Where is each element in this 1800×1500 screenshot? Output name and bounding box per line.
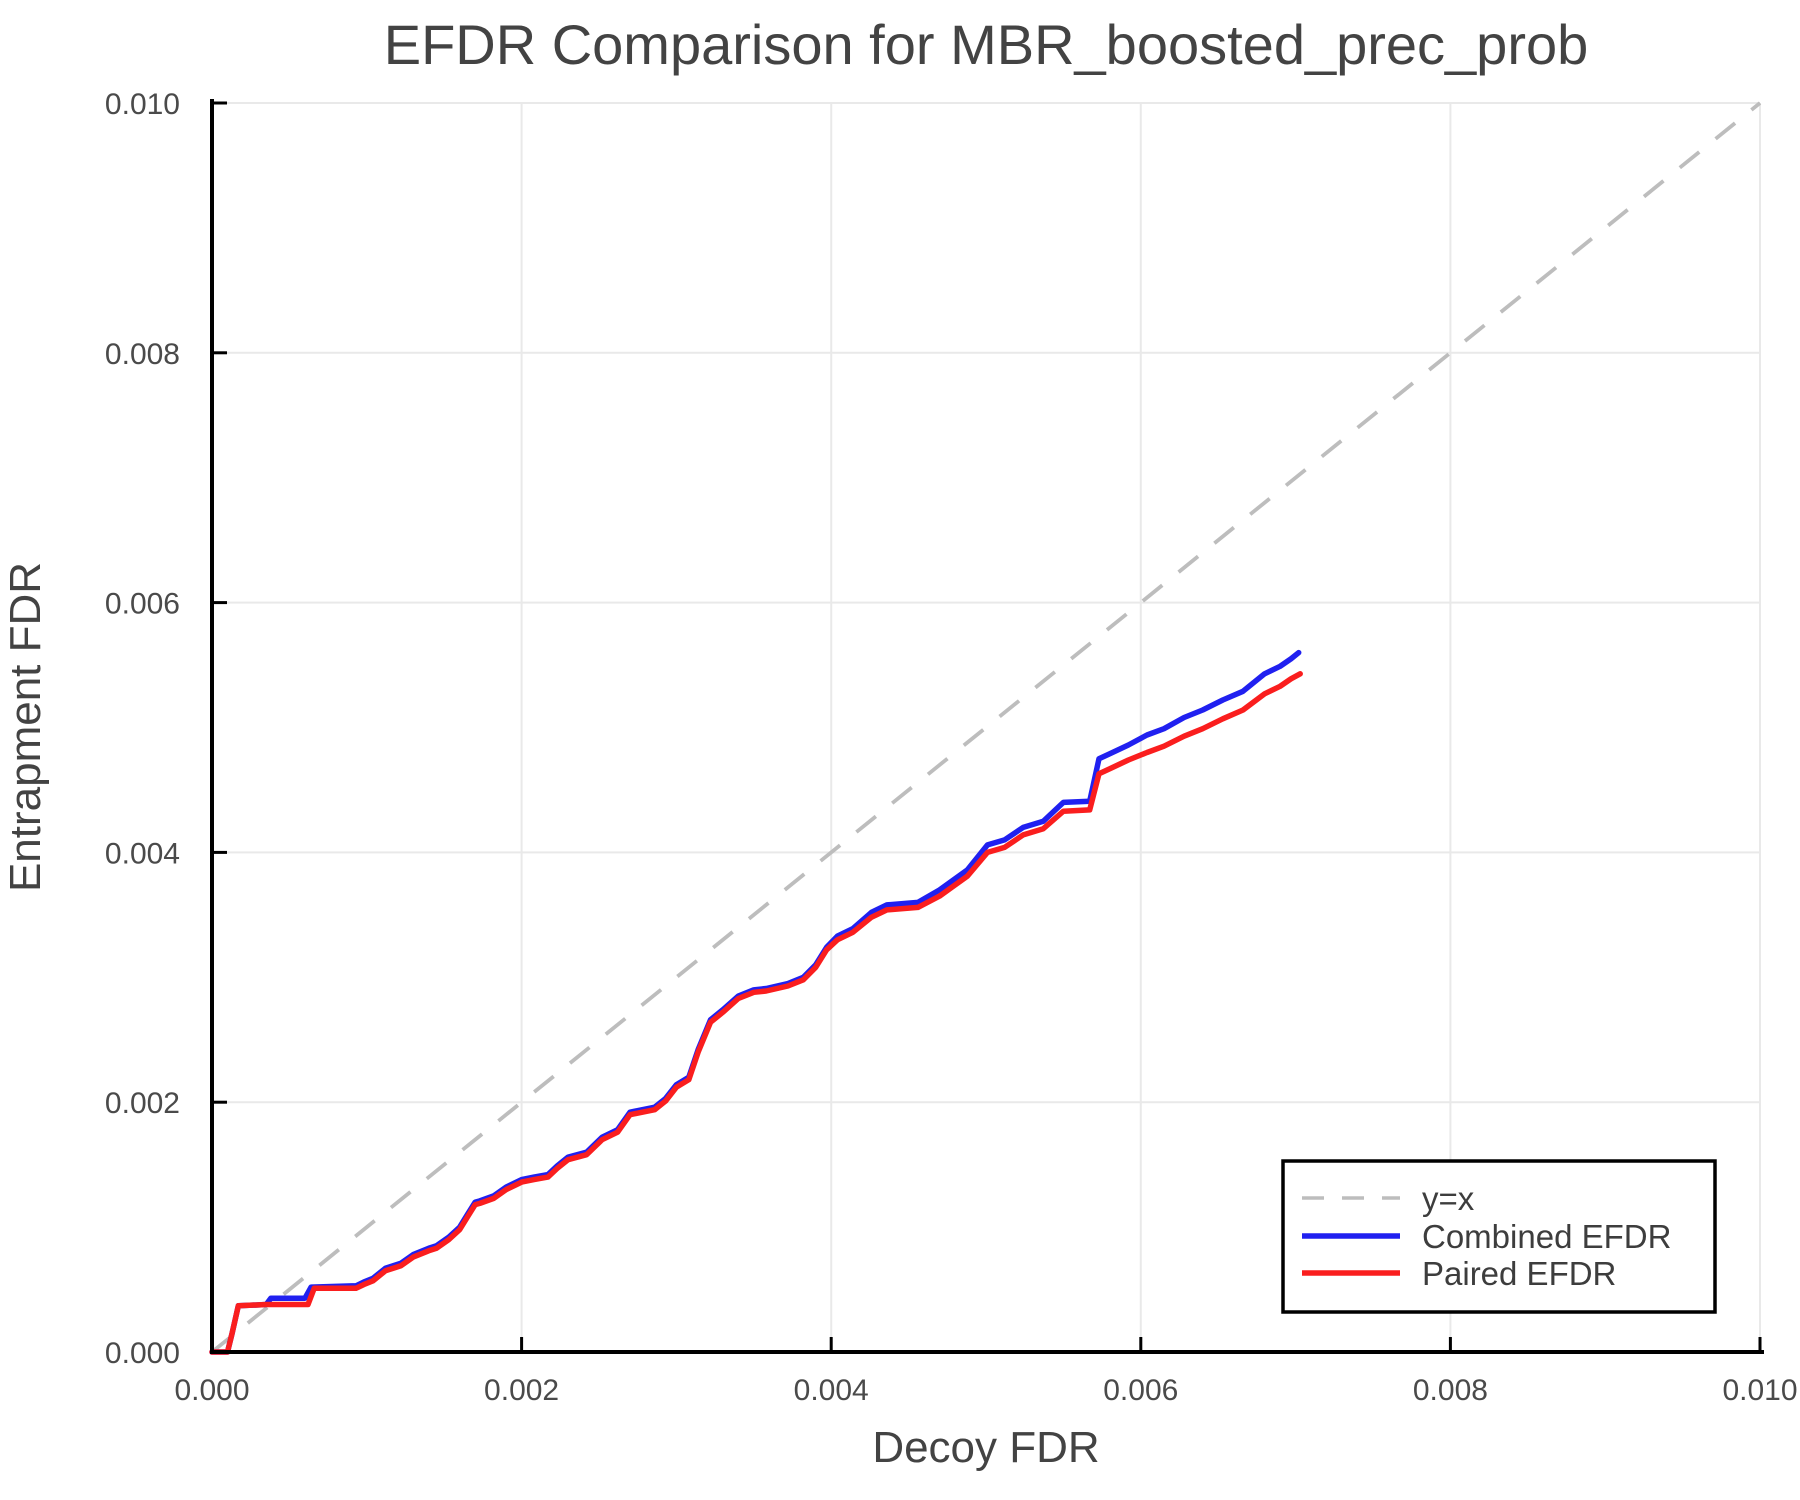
y-tick-label-5: 0.010 [105, 88, 180, 121]
x-tick-label-1: 0.002 [484, 1374, 559, 1407]
y-tick-label-0: 0.000 [105, 1337, 180, 1370]
y-tick-label-2: 0.004 [105, 837, 180, 870]
x-tick-label-4: 0.008 [1413, 1374, 1488, 1407]
series-layer [209, 101, 1762, 1355]
y-tick-label-4: 0.008 [105, 338, 180, 371]
x-tick-label-3: 0.006 [1103, 1374, 1178, 1407]
x-tick-label-0: 0.000 [174, 1374, 249, 1407]
chart-title: EFDR Comparison for MBR_boosted_prec_pro… [384, 13, 1589, 76]
x-tick-label-5: 0.010 [1722, 1374, 1797, 1407]
axis-layer: 0.000 0.002 0.004 0.006 0.008 0.010 0.000 0.002… [105, 88, 1798, 1407]
legend-item-combined-efdr-label: Combined EFDR [1422, 1218, 1671, 1255]
paired-efdr-line [209, 671, 1303, 1355]
x-axis-label: Decoy FDR [872, 1423, 1099, 1472]
y-tick-label-1: 0.002 [105, 1087, 180, 1120]
legend-item-y-equals-x-label: y=x [1422, 1180, 1475, 1217]
x-tick-label-2: 0.004 [794, 1374, 869, 1407]
legend-item-paired-efdr-label: Paired EFDR [1422, 1255, 1616, 1292]
y-equals-x-line [210, 101, 1762, 1354]
y-axis-label: Entrapment FDR [1, 562, 50, 892]
y-tick-label-3: 0.006 [105, 588, 180, 621]
